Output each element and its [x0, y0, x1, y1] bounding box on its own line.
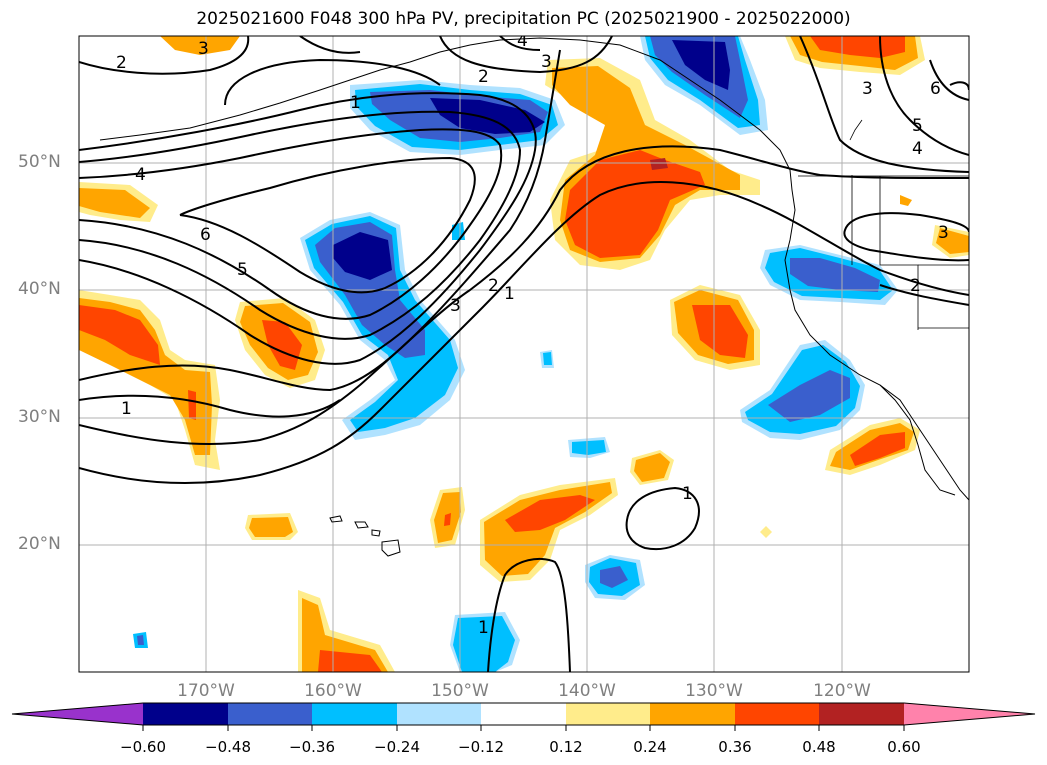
contour-label: 5 — [912, 116, 923, 136]
colorbar-tick-label: −0.48 — [205, 738, 251, 756]
colorbar-segment — [819, 703, 904, 725]
contour-label: 3 — [541, 52, 552, 72]
colorbar-tick-label: −0.24 — [374, 738, 420, 756]
colorbar-segment — [143, 703, 228, 725]
lon-label: 170°W — [177, 681, 235, 701]
lat-label: 20°N — [18, 534, 61, 554]
contour-label: 1 — [504, 284, 515, 304]
lon-label: 120°W — [813, 681, 871, 701]
contour-label: 6 — [200, 225, 211, 245]
contour-labels: 3 2 4 3 1 2 4 6 5 3 2 1 1 1 3 5 4 6 3 2 … — [116, 31, 949, 638]
lon-label: 150°W — [431, 681, 489, 701]
colorbar-segment — [735, 703, 819, 725]
colorbar-segment — [397, 703, 481, 725]
map-title: 2025021600 F048 300 hPa PV, precipitatio… — [196, 9, 851, 29]
colorbar-tick-label: −0.60 — [120, 738, 166, 756]
lon-label: 160°W — [304, 681, 362, 701]
lat-label: 40°N — [18, 279, 61, 299]
colorbar-tick-label: −0.12 — [458, 738, 504, 756]
colorbar-segment — [650, 703, 735, 725]
contour-label: 2 — [478, 67, 489, 87]
contour-label: 3 — [198, 39, 209, 59]
lon-label: 130°W — [685, 681, 743, 701]
contour-label: 3 — [938, 223, 949, 243]
lat-label: 50°N — [18, 152, 61, 172]
colorbar-extend-high — [904, 703, 1035, 725]
pv-contours — [79, 36, 969, 672]
colorbar-segment — [481, 703, 566, 725]
contour-label: 4 — [135, 165, 146, 185]
lon-label: 140°W — [558, 681, 616, 701]
lat-label: 30°N — [18, 407, 61, 427]
contour-label: 1 — [121, 399, 132, 419]
contour-label: 1 — [682, 484, 693, 504]
contour-label: 3 — [862, 79, 873, 99]
colorbar — [11, 702, 1036, 731]
contour-label: 4 — [912, 139, 923, 159]
contour-label: 4 — [517, 31, 528, 51]
colorbar-segment — [228, 703, 312, 725]
contour-label: 5 — [237, 260, 248, 280]
colorbar-tick-label: 0.24 — [633, 738, 667, 756]
colorbar-tick-label: −0.36 — [289, 738, 335, 756]
colorbar-segment — [312, 703, 397, 725]
contour-label: 2 — [488, 276, 499, 296]
colorbar-tick-label: 0.36 — [718, 738, 752, 756]
map-frame — [78, 35, 970, 673]
colorbar-tick-label: 0.12 — [549, 738, 583, 756]
colorbar-tick-label: 0.48 — [802, 738, 836, 756]
contour-label: 6 — [930, 79, 941, 99]
colorbar-segment — [566, 703, 650, 725]
contour-label: 2 — [910, 276, 921, 296]
colorbar-extend-low — [12, 703, 143, 725]
contour-label: 1 — [478, 618, 489, 638]
contour-label: 2 — [116, 53, 127, 73]
contour-label: 1 — [350, 93, 361, 113]
precip-shading — [79, 36, 969, 672]
contour-label: 3 — [450, 296, 461, 316]
colorbar-tick-label: 0.60 — [887, 738, 921, 756]
